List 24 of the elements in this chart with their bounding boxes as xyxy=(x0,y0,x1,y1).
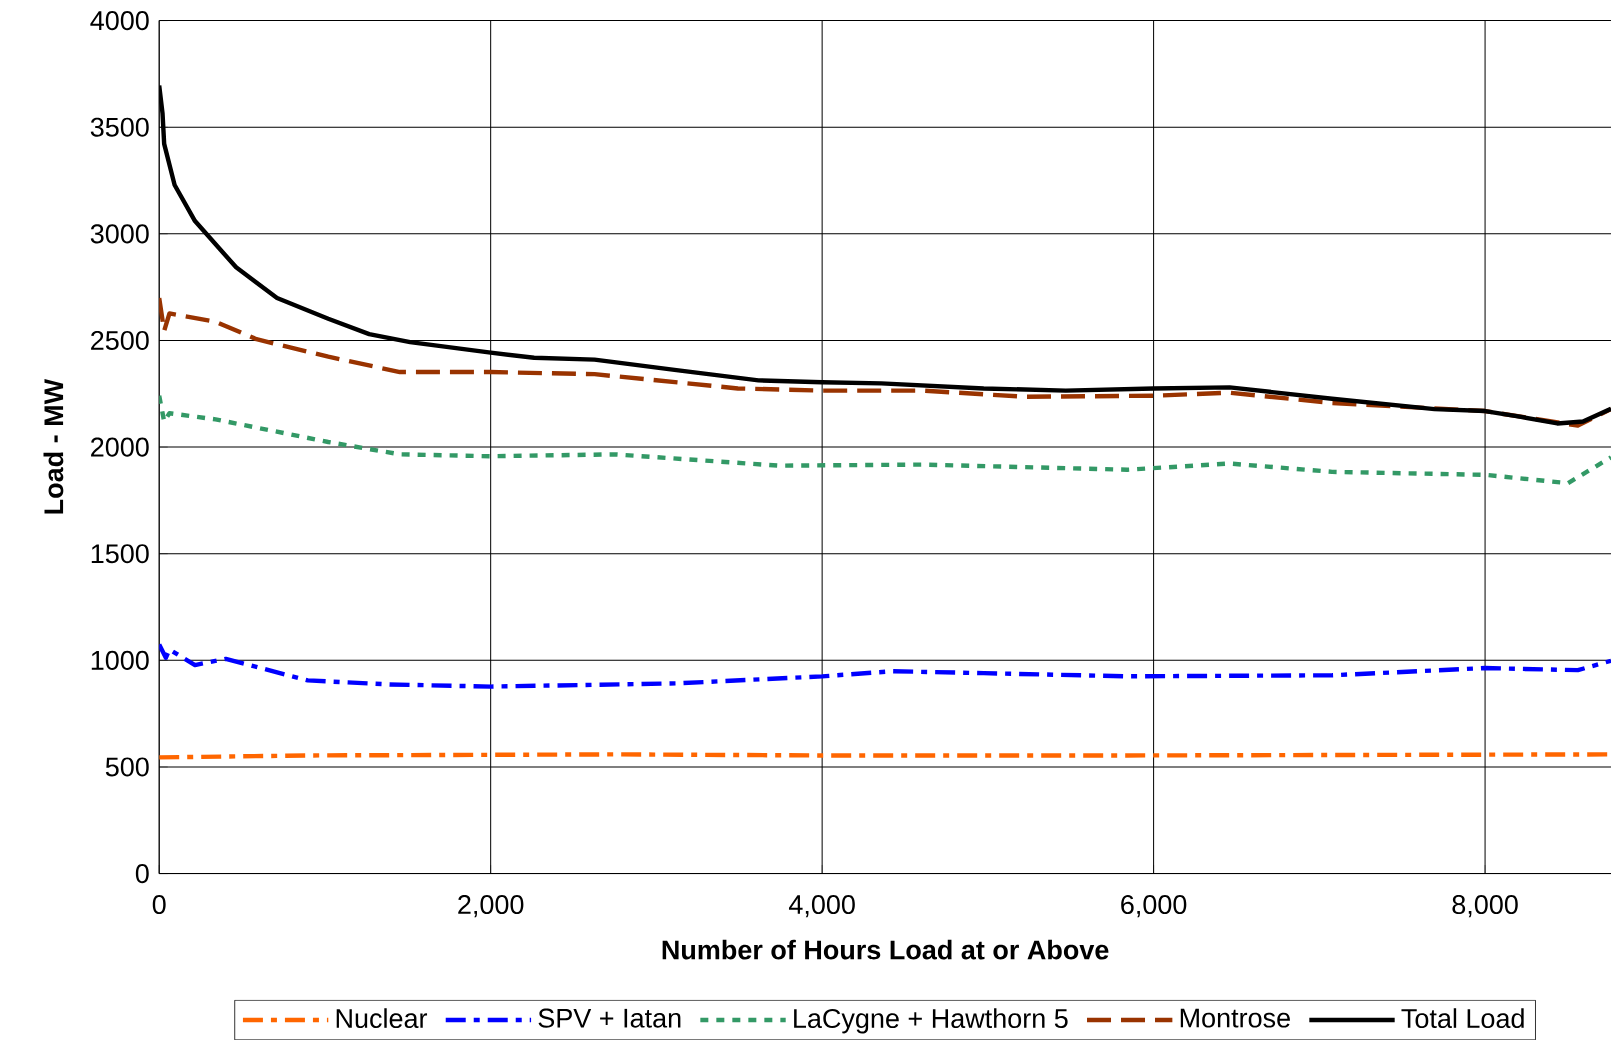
y-tick-label: 2000 xyxy=(91,437,149,457)
line-series xyxy=(159,393,1611,486)
legend-label: SPV + Iatan xyxy=(538,1008,681,1028)
y-tick-label: 500 xyxy=(105,757,149,777)
x-tick-label: 4,000 xyxy=(788,895,855,918)
y-tick-label: 4000 xyxy=(90,11,149,31)
line-series xyxy=(159,642,1611,689)
x-axis-title: Number of Hours Load at or Above xyxy=(662,939,1109,960)
x-tick-label: 0 xyxy=(152,895,166,915)
y-tick-label: 3000 xyxy=(90,224,149,244)
y-tick-label: 1500 xyxy=(91,544,149,564)
legend-label: Nuclear xyxy=(336,1008,428,1029)
y-tick-label: 3500 xyxy=(90,117,149,137)
y-tick-label: 1000 xyxy=(91,650,149,670)
y-tick-label: 2500 xyxy=(91,330,149,351)
line-series xyxy=(159,295,1611,428)
legend-label: LaCygne + Hawthorn 5 xyxy=(794,1008,1068,1034)
legend-label: Montrose xyxy=(1180,1008,1290,1028)
x-tick-label: 2,000 xyxy=(458,895,524,918)
legend-label: Total Load xyxy=(1401,1008,1524,1029)
y-tick-label: 0 xyxy=(135,864,149,884)
x-tick-label: 8,000 xyxy=(1452,895,1518,918)
x-tick-label: 6,000 xyxy=(1121,895,1187,918)
y-axis-title: Load - MW xyxy=(43,378,64,514)
